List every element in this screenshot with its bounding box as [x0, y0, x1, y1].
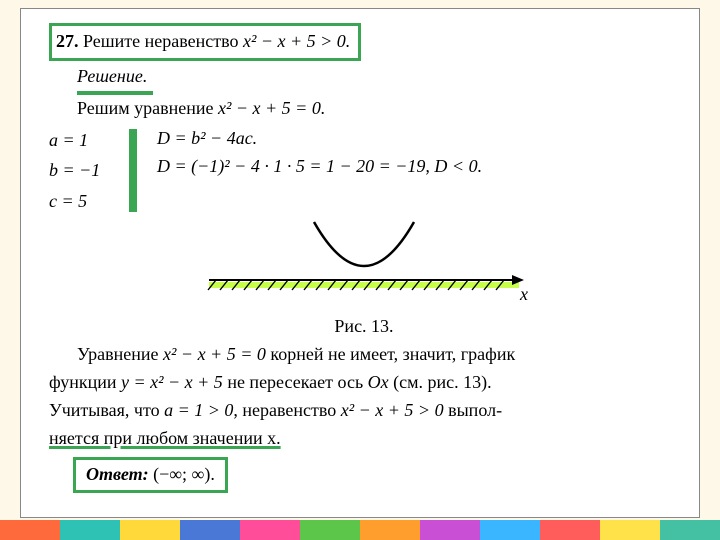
equation-fragment: a = 1 > 0 — [164, 400, 233, 420]
answer-label: Ответ: — [86, 464, 149, 484]
x-axis-label: x — [519, 284, 528, 304]
coef-b: b = −1 — [49, 155, 129, 186]
problem-text: Решите неравенство — [83, 31, 243, 51]
conclusion-line1: Уравнение x² − x + 5 = 0 корней не имеет… — [49, 341, 679, 369]
problem-number: 27. — [56, 31, 79, 51]
axis-highlight — [209, 282, 519, 288]
discriminant-block: D = b² − 4ac. D = (−1)² − 4 · 1 · 5 = 1 … — [157, 125, 679, 181]
equation-fragment: x² − x + 5 = 0 — [163, 344, 266, 364]
step1-equation: x² − x + 5 = 0. — [218, 98, 325, 118]
text-fragment: не пересекает ось — [223, 372, 368, 392]
discriminant-tail: D < 0. — [434, 156, 482, 176]
text-fragment: Уравнение — [77, 344, 163, 364]
decorative-strip — [0, 520, 720, 540]
axis-name: Ox — [368, 372, 389, 392]
document-page: 27. Решите неравенство x² − x + 5 > 0. Р… — [20, 8, 700, 518]
problem-inequality: x² − x + 5 > 0. — [243, 31, 350, 51]
parabola-curve — [314, 222, 414, 266]
coef-c: c = 5 — [49, 186, 129, 217]
divider-vertical — [129, 129, 137, 213]
parabola-figure: x — [194, 220, 534, 306]
conclusion-line3: Учитывая, что a = 1 > 0, неравенство x² … — [49, 397, 679, 425]
coefficients-row: a = 1 b = −1 c = 5 D = b² − 4ac. D = (−1… — [49, 125, 679, 217]
discriminant-formula: D = b² − 4ac. — [157, 125, 679, 153]
answer-value: (−∞; ∞). — [153, 464, 215, 484]
problem-box: 27. Решите неравенство x² − x + 5 > 0. — [49, 23, 361, 61]
text-fragment: функции — [49, 372, 121, 392]
text-fragment: , неравенство — [233, 400, 340, 420]
step1-prefix: Решим уравнение — [77, 98, 218, 118]
equation-fragment: x² − x + 5 > 0 — [341, 400, 444, 420]
figure-caption: Рис. 13. — [49, 313, 679, 341]
coefficients-list: a = 1 b = −1 c = 5 — [49, 125, 129, 217]
text-fragment: Учитывая, что — [49, 400, 164, 420]
text-fragment: выпол- — [444, 400, 502, 420]
conclusion-line4: няется при любом значении x. — [49, 425, 679, 453]
text-fragment: (см. рис. 13). — [389, 372, 492, 392]
solution-heading: Решение. — [77, 63, 153, 95]
step-1: Решим уравнение x² − x + 5 = 0. — [49, 95, 679, 123]
coef-a: a = 1 — [49, 125, 129, 156]
answer-box: Ответ: (−∞; ∞). — [73, 457, 228, 493]
conclusion-line2: функции y = x² − x + 5 не пересекает ось… — [49, 369, 679, 397]
equation-fragment: y = x² − x + 5 — [121, 372, 223, 392]
text-fragment: корней не имеет, значит, график — [266, 344, 515, 364]
discriminant-calc: D = (−1)² − 4 · 1 · 5 = 1 − 20 = −19, — [157, 156, 434, 176]
figure-wrap: x Рис. 13. — [49, 220, 679, 341]
